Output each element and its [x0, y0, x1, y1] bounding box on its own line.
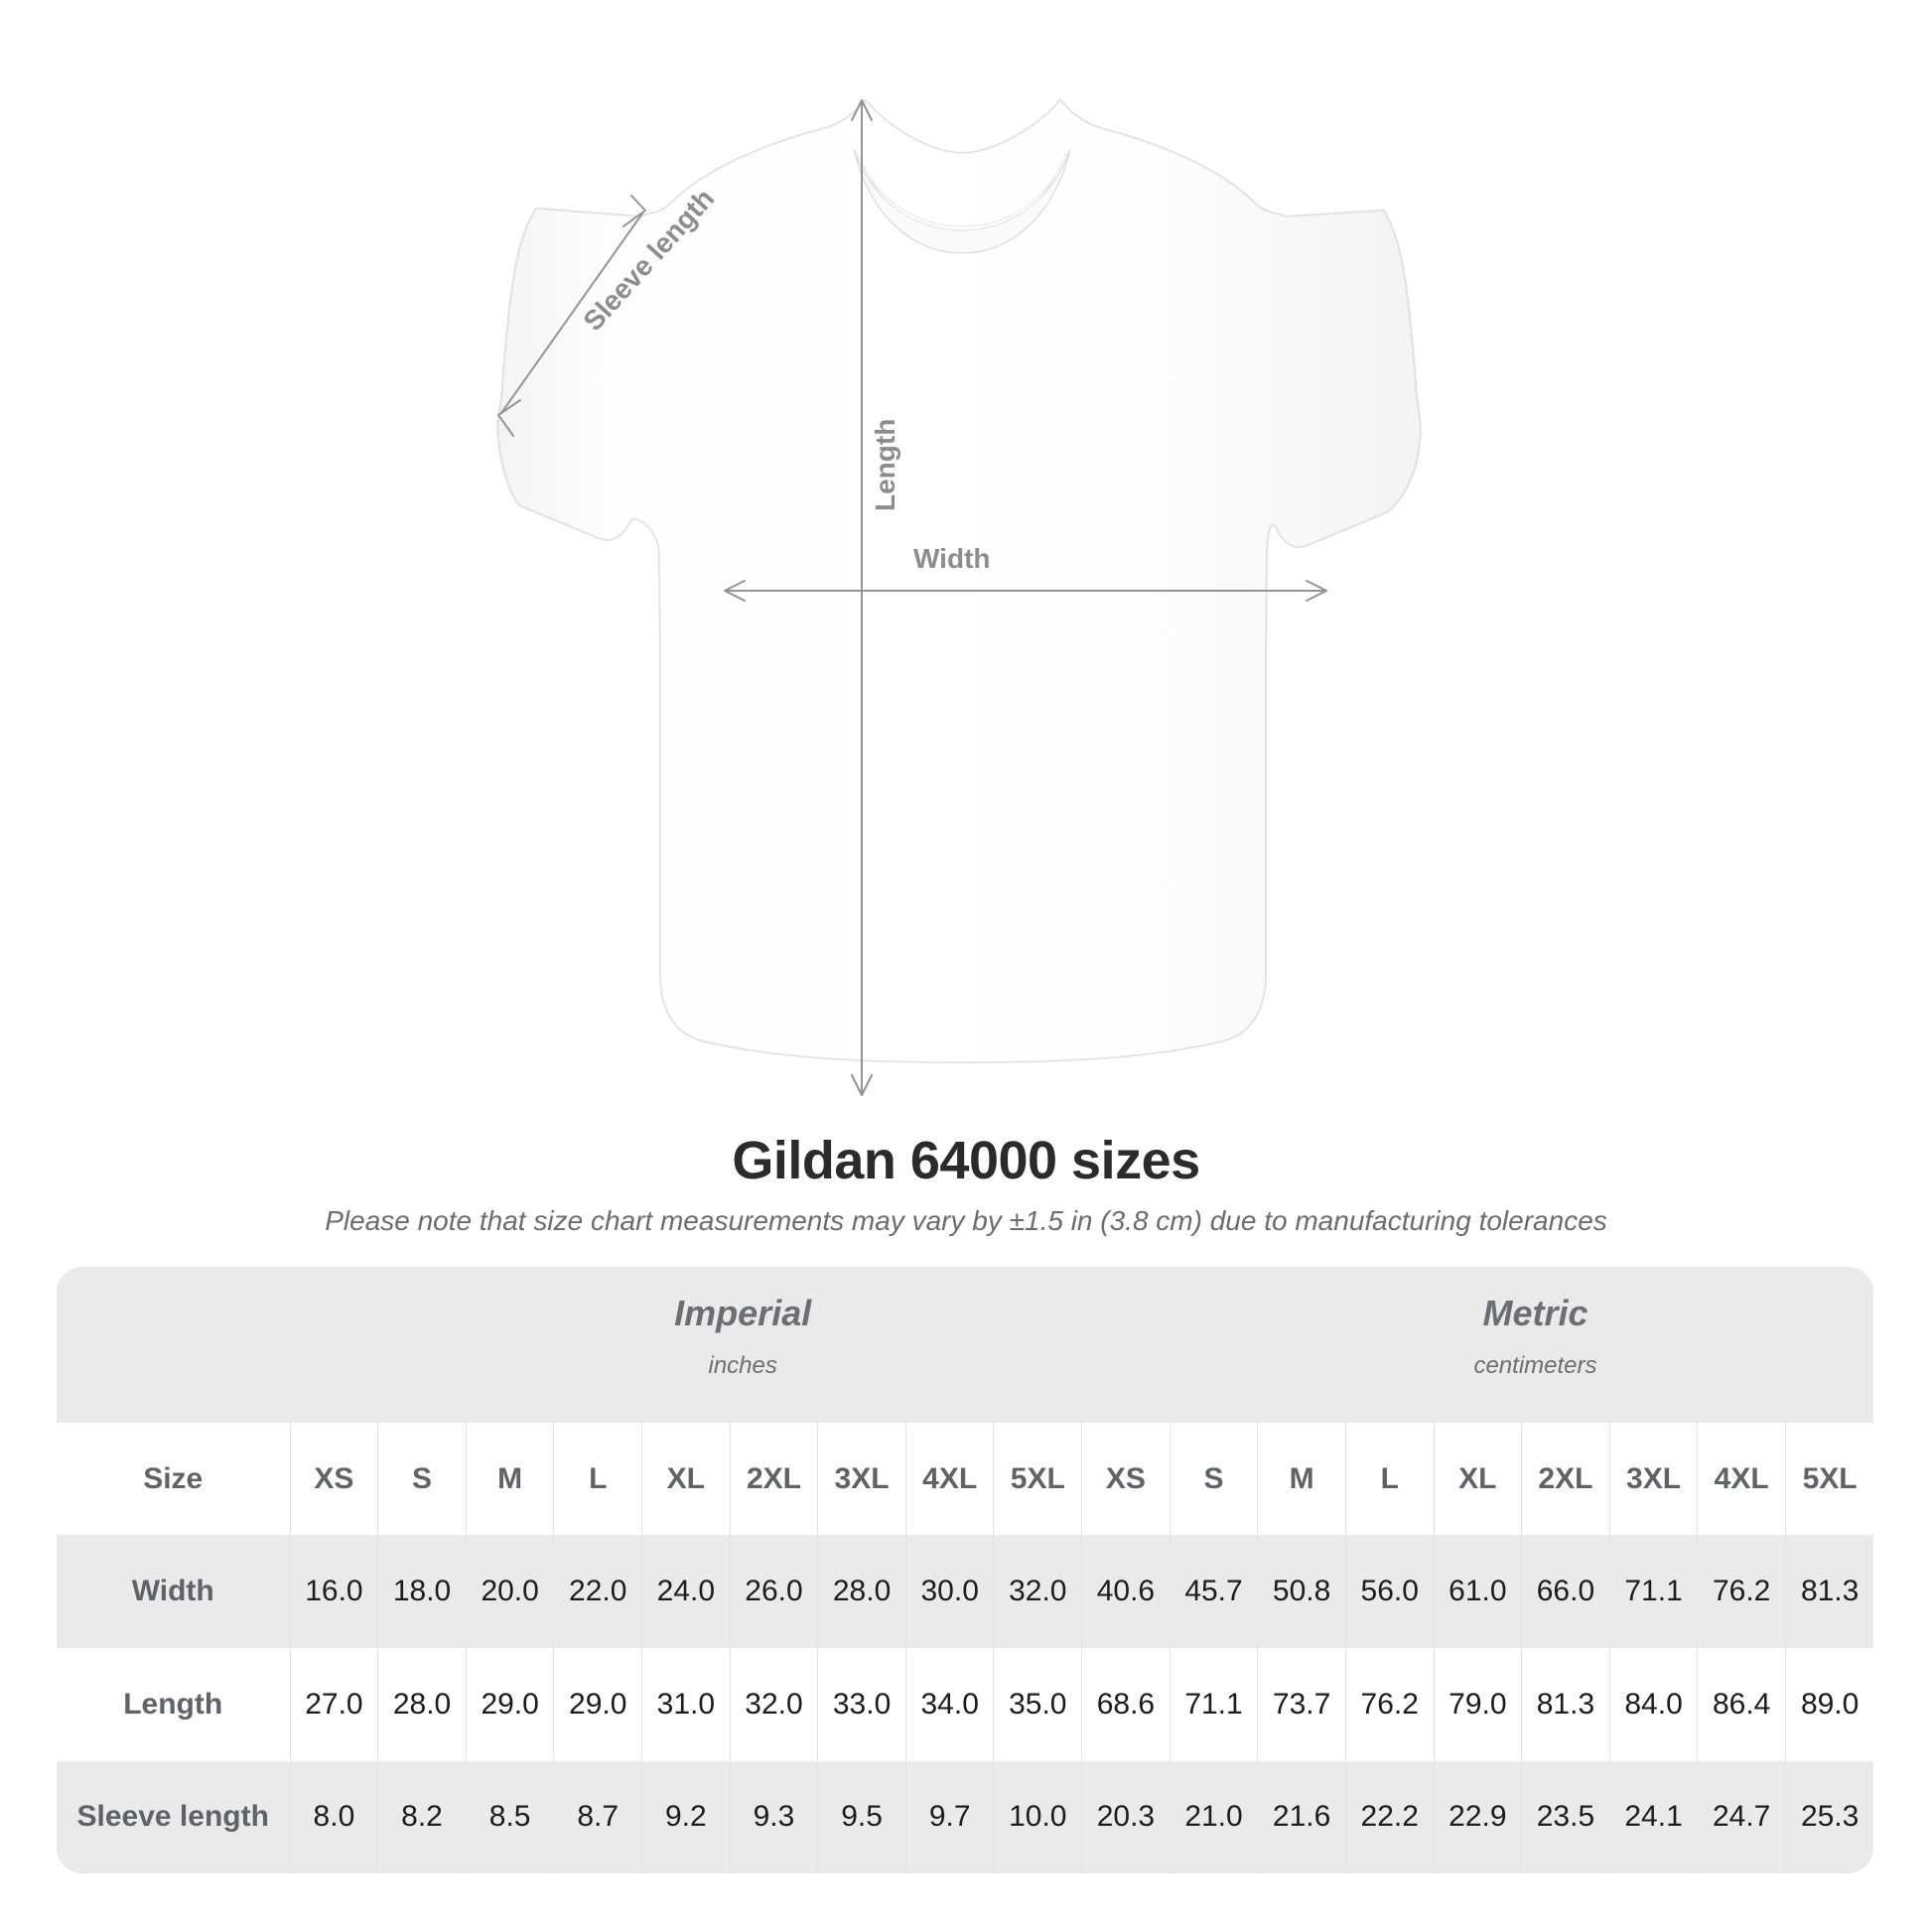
svg-text:Length: Length [870, 419, 900, 511]
svg-text:Width: Width [913, 543, 991, 574]
